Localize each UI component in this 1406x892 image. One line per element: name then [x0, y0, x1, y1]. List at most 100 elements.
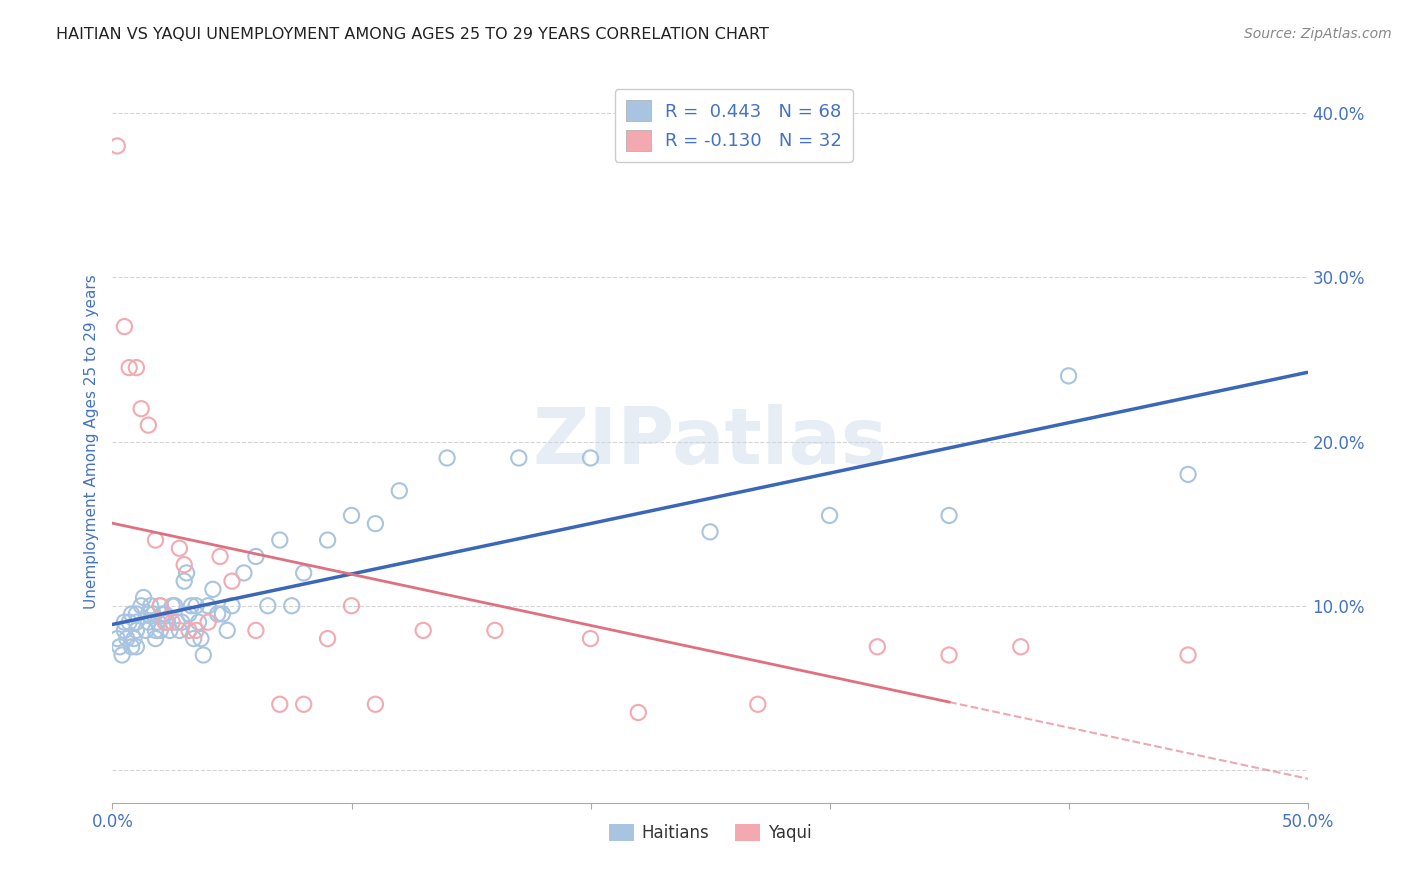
Point	[162, 615, 183, 630]
Point	[114, 319, 135, 334]
Point	[132, 591, 155, 605]
Point	[269, 698, 291, 712]
Point	[818, 508, 841, 523]
Point	[142, 607, 165, 621]
Point	[139, 599, 162, 613]
Point	[747, 698, 769, 712]
Point	[122, 632, 145, 646]
Point	[138, 615, 160, 630]
Point	[187, 615, 209, 630]
Point	[484, 624, 506, 638]
Point	[125, 624, 148, 638]
Point	[412, 624, 434, 638]
Point	[115, 632, 138, 646]
Point	[177, 624, 200, 638]
Point	[166, 615, 188, 630]
Point	[388, 483, 411, 498]
Point	[579, 450, 602, 465]
Point	[152, 607, 174, 621]
Point	[125, 640, 148, 654]
Point	[125, 360, 148, 375]
Point	[153, 615, 176, 630]
Text: ZIPatlas: ZIPatlas	[533, 403, 887, 480]
Point	[149, 624, 172, 638]
Point	[118, 360, 141, 375]
Point	[364, 698, 387, 712]
Point	[170, 615, 193, 630]
Point	[193, 648, 215, 662]
Point	[176, 566, 198, 580]
Point	[1177, 467, 1199, 482]
Point	[169, 541, 191, 556]
Point	[221, 574, 243, 588]
Point	[190, 632, 212, 646]
Point	[316, 632, 339, 646]
Point	[211, 607, 233, 621]
Point	[508, 450, 530, 465]
Point	[269, 533, 291, 547]
Point	[207, 607, 229, 621]
Point	[129, 401, 152, 416]
Point	[145, 624, 167, 638]
Point	[281, 599, 304, 613]
Point	[627, 706, 650, 720]
Point	[866, 640, 889, 654]
Point	[938, 648, 960, 662]
Point	[436, 450, 458, 465]
Point	[129, 599, 152, 613]
Point	[938, 508, 960, 523]
Text: HAITIAN VS YAQUI UNEMPLOYMENT AMONG AGES 25 TO 29 YEARS CORRELATION CHART: HAITIAN VS YAQUI UNEMPLOYMENT AMONG AGES…	[56, 27, 769, 42]
Point	[233, 566, 256, 580]
Legend: Haitians, Yaqui: Haitians, Yaqui	[602, 817, 818, 848]
Point	[105, 632, 128, 646]
Point	[111, 648, 134, 662]
Point	[364, 516, 387, 531]
Point	[699, 524, 721, 539]
Point	[114, 615, 135, 630]
Point	[149, 599, 172, 613]
Point	[145, 632, 167, 646]
Point	[221, 599, 243, 613]
Point	[173, 574, 195, 588]
Point	[153, 607, 176, 621]
Point	[105, 139, 128, 153]
Point	[1010, 640, 1032, 654]
Point	[121, 607, 143, 621]
Point	[121, 640, 143, 654]
Point	[245, 549, 267, 564]
Point	[579, 632, 602, 646]
Point	[138, 607, 160, 621]
Point	[163, 599, 186, 613]
Y-axis label: Unemployment Among Ages 25 to 29 years: Unemployment Among Ages 25 to 29 years	[83, 274, 98, 609]
Point	[340, 599, 363, 613]
Point	[217, 624, 239, 638]
Point	[186, 624, 208, 638]
Point	[197, 599, 219, 613]
Point	[149, 599, 172, 613]
Point	[180, 599, 202, 613]
Point	[257, 599, 280, 613]
Point	[159, 624, 181, 638]
Point	[125, 615, 148, 630]
Point	[1177, 648, 1199, 662]
Point	[292, 698, 315, 712]
Point	[146, 615, 169, 630]
Point	[209, 549, 232, 564]
Point	[183, 632, 205, 646]
Point	[145, 533, 167, 547]
Point	[114, 624, 135, 638]
Point	[108, 640, 131, 654]
Point	[118, 615, 141, 630]
Point	[173, 558, 195, 572]
Point	[162, 599, 183, 613]
Point	[186, 599, 208, 613]
Point	[135, 624, 157, 638]
Text: Source: ZipAtlas.com: Source: ZipAtlas.com	[1244, 27, 1392, 41]
Point	[292, 566, 315, 580]
Point	[316, 533, 339, 547]
Point	[156, 615, 179, 630]
Point	[138, 418, 160, 433]
Point	[169, 624, 191, 638]
Point	[201, 582, 224, 597]
Point	[177, 607, 200, 621]
